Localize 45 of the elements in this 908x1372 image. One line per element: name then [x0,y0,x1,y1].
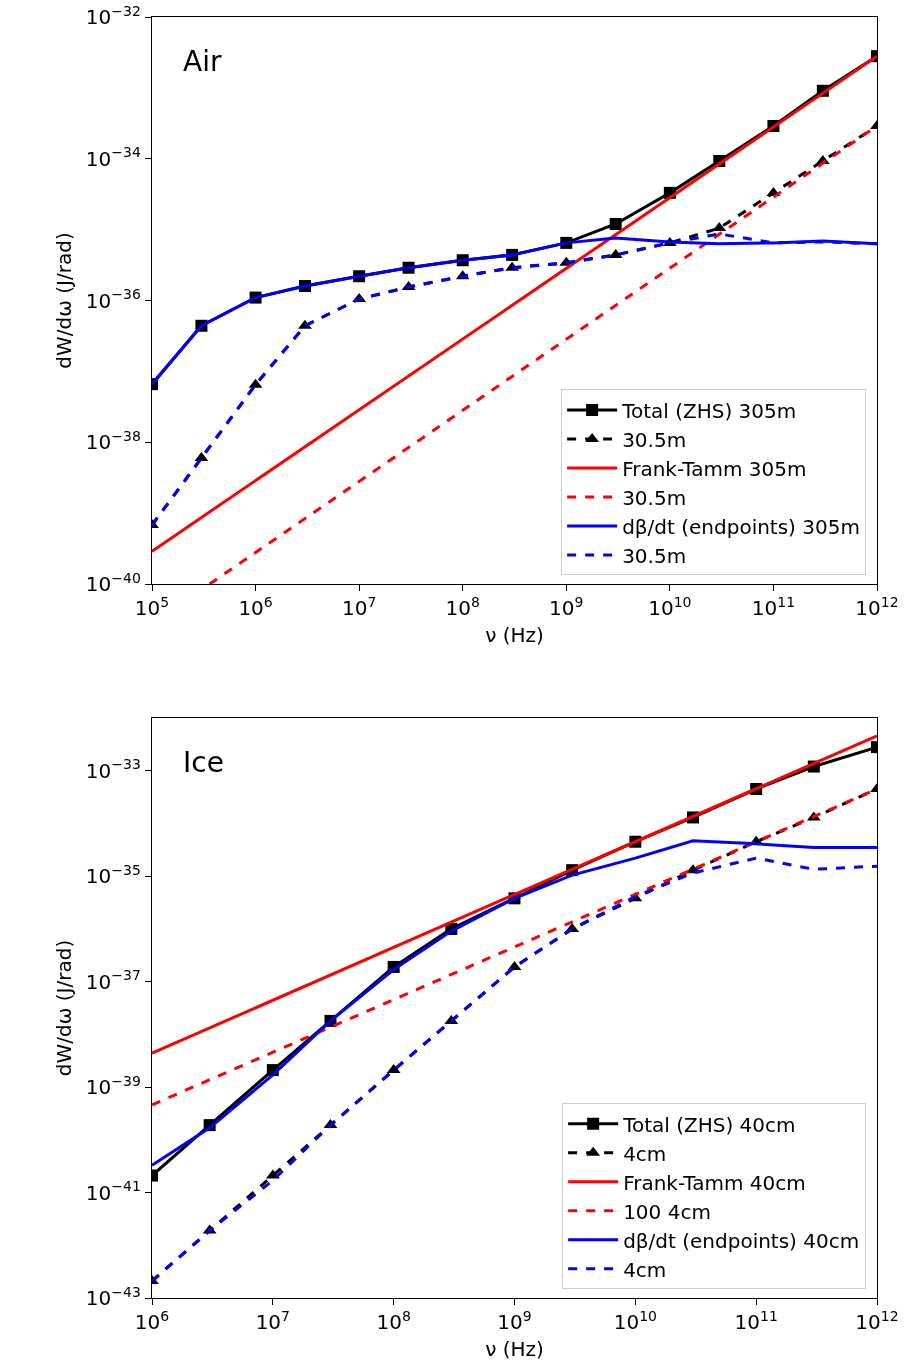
legend-label: 30.5m [622,427,687,452]
legend-label: 30.5m [622,485,687,510]
y-tick-label: 10$^{−36}$ [85,286,141,313]
y-axis-title: dW/dω (J/rad) [52,232,77,369]
x-tick-label: 10$^{7}$ [341,593,377,621]
legend-label: Frank-Tamm 40cm [623,1170,806,1195]
legend-label: Frank-Tamm 305m [622,456,807,481]
x-tick-label: 10$^{12}$ [855,593,899,621]
x-tick-label: 10$^{9}$ [549,593,584,621]
legend-label: Total (ZHS) 305m [621,398,797,423]
x-tick-label: 10$^{8}$ [445,593,480,621]
x-tick-label: 10$^{11}$ [751,593,796,621]
y-tick-label: 10$^{−37}$ [85,967,141,994]
legend-label: dβ/dt (endpoints) 40cm [623,1228,860,1253]
x-tick-label: 10$^{10}$ [648,593,692,621]
legend-label: 4cm [623,1257,667,1282]
x-tick-label: 10$^{6}$ [134,1307,170,1335]
y-tick-label: 10$^{−32}$ [85,2,141,29]
legend-label: dβ/dt (endpoints) 305m [622,514,860,539]
y-tick-label: 10$^{−39}$ [85,1072,141,1100]
y-tick-label: 10$^{−41}$ [85,1178,141,1205]
x-tick-label: 10$^{8}$ [376,1307,411,1335]
y-tick-label: 10$^{−35}$ [85,861,141,889]
y-tick-label: 10$^{−43}$ [85,1283,141,1310]
x-tick-label: 10$^{10}$ [613,1307,657,1335]
y-axis-title: dW/dω (J/rad) [52,939,77,1077]
x-axis-title: ν (Hz) [485,622,544,647]
y-tick-label: 10$^{−34}$ [85,144,141,171]
x-axis-title: ν (Hz) [485,1336,544,1361]
y-tick-label: 10$^{−38}$ [85,427,141,455]
annotation: Ice [183,746,224,779]
y-tick-label: 10$^{−33}$ [85,756,141,783]
legend-label: Total (ZHS) 40cm [622,1112,796,1137]
x-tick-label: 10$^{11}$ [734,1307,778,1335]
legend-label: 30.5m [622,543,687,568]
y-tick-label: 10$^{−40}$ [85,569,141,596]
x-tick-label: 10$^{12}$ [855,1307,899,1335]
annotation: Air [183,45,222,78]
point [609,218,622,231]
x-tick-label: 10$^{6}$ [238,593,273,621]
x-tick-label: 10$^{5}$ [134,593,170,621]
x-tick-label: 10$^{9}$ [497,1307,532,1335]
legend-label: 100 4cm [623,1199,711,1224]
x-tick-label: 10$^{7}$ [255,1307,291,1335]
legend-label: 4cm [623,1141,667,1166]
